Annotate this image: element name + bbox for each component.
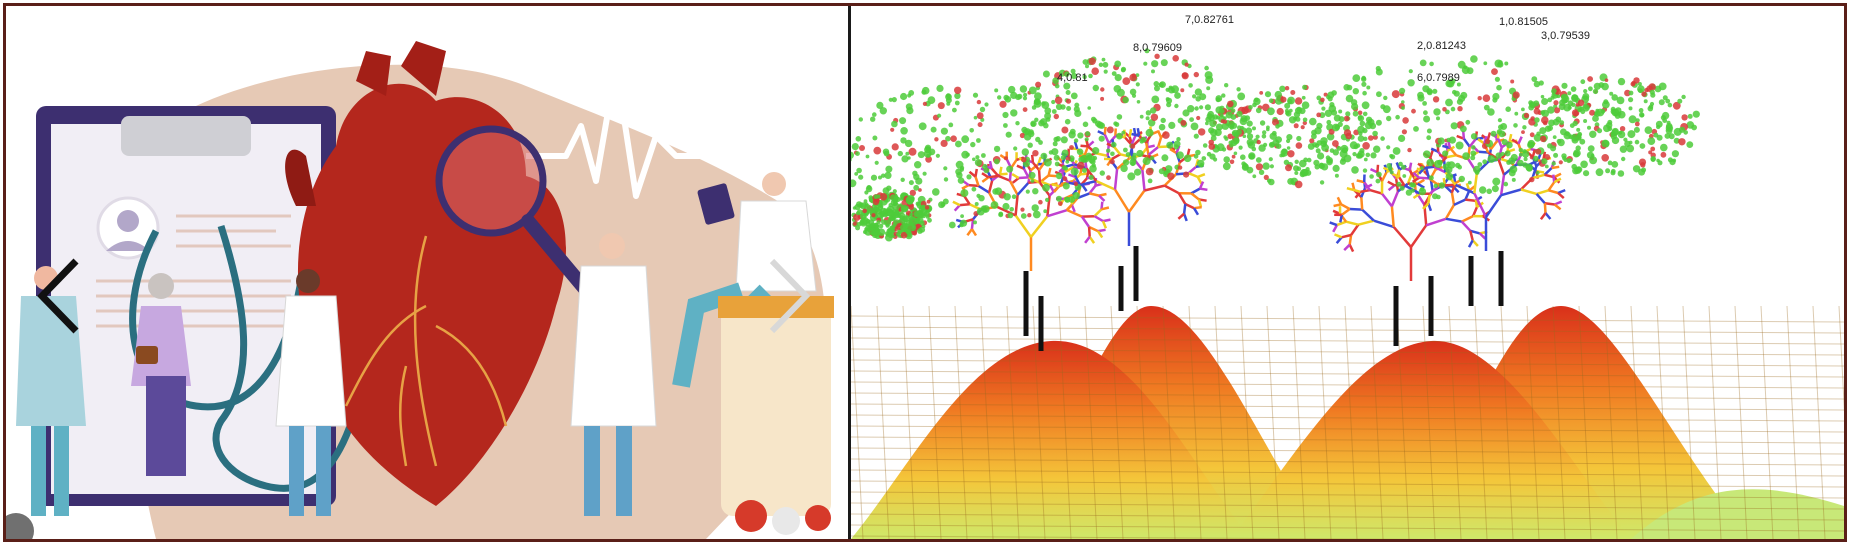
- ecg-line: [526, 63, 726, 199]
- tree-label-8: 8,0.79609: [1133, 42, 1182, 54]
- tree-stems: [1023, 246, 1504, 351]
- image-frame: 7,0.82761 1,0.81505 3,0.79539 2,0.81243 …: [3, 3, 1847, 542]
- doctor-figure-center: [275, 295, 347, 427]
- patient-woman: [131, 306, 191, 386]
- doctor-figure-seated: [735, 200, 817, 292]
- chevron-left-icon: [37, 258, 79, 334]
- carousel-prev-button[interactable]: [34, 256, 84, 336]
- tree-label-7: 7,0.82761: [1185, 14, 1234, 26]
- clipboard-clip: [121, 116, 251, 156]
- chevron-right-icon: [769, 258, 811, 334]
- pill-bottle: [721, 296, 831, 516]
- surface-hill-front-right: [1231, 340, 1631, 539]
- cardiology-illustration: [6, 41, 834, 539]
- tree-label-4: 4,0.81: [1057, 72, 1088, 84]
- surface-hill-front-left: [851, 340, 1251, 539]
- tree-label-6: 6,0.7989: [1417, 72, 1460, 84]
- nurse-figure: [16, 296, 86, 426]
- tree-label-3: 3,0.79539: [1541, 30, 1590, 42]
- tree-label-2: 2,0.81243: [1417, 40, 1466, 52]
- magnifier-lens: [435, 125, 547, 237]
- carousel-next-button[interactable]: [764, 256, 814, 336]
- doctor-figure-masked: [570, 265, 657, 427]
- panel-divider: [848, 6, 851, 539]
- surface-visualization: [851, 48, 1844, 539]
- cardiology-illustration-panel: [6, 6, 848, 539]
- tablet: [697, 183, 735, 225]
- tree-label-1: 1,0.81505: [1499, 16, 1548, 28]
- surface-flat-right: [1631, 489, 1844, 539]
- tree-surface-panel: 7,0.82761 1,0.81505 3,0.79539 2,0.81243 …: [851, 6, 1844, 539]
